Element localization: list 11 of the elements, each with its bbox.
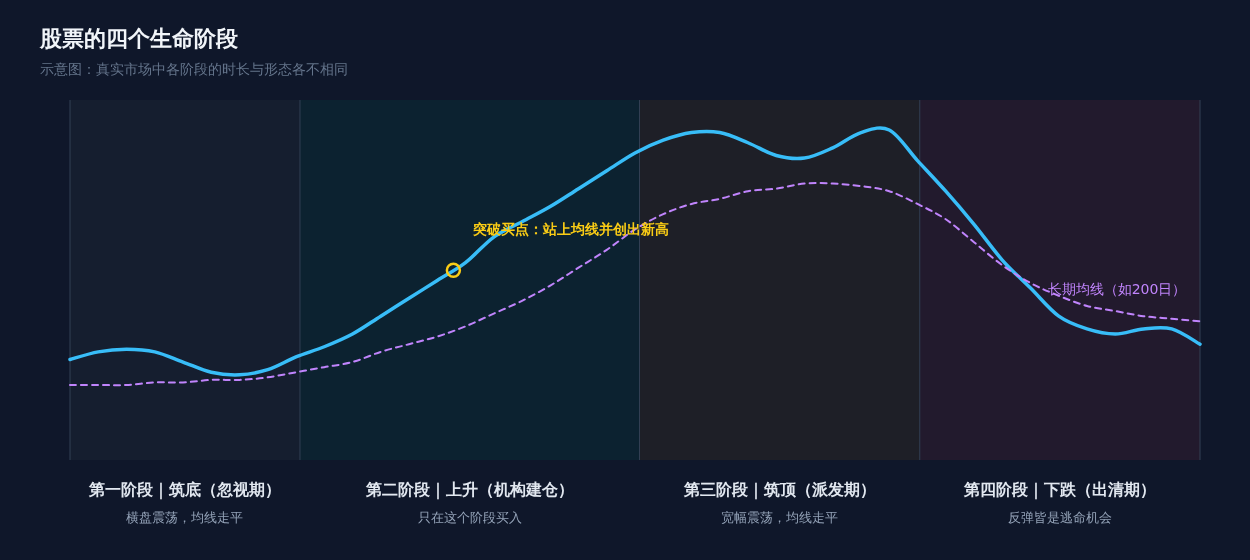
chart-subtitle: 示意图：真实市场中各阶段的时长与形态各不相同 [40, 61, 348, 77]
text: 只在这个阶段买入 [417, 510, 522, 525]
chart-title: 股票的四个生命阶段 [39, 26, 239, 51]
text: 反弹皆是逃命机会 [1007, 510, 1112, 525]
text: 宽幅震荡，均线走平 [721, 510, 839, 525]
text: 横盘震荡，均线走平 [126, 510, 244, 525]
series-label: 长期均线（如200日） [1047, 280, 1187, 297]
text: 第四阶段｜下跌（出清期） [962, 480, 1156, 500]
text: 第三阶段｜筑顶（派发期） [682, 480, 876, 500]
text: 第二阶段｜上升（机构建仓） [364, 480, 574, 500]
text: 第一阶段｜筑底（忽视期） [87, 480, 281, 500]
